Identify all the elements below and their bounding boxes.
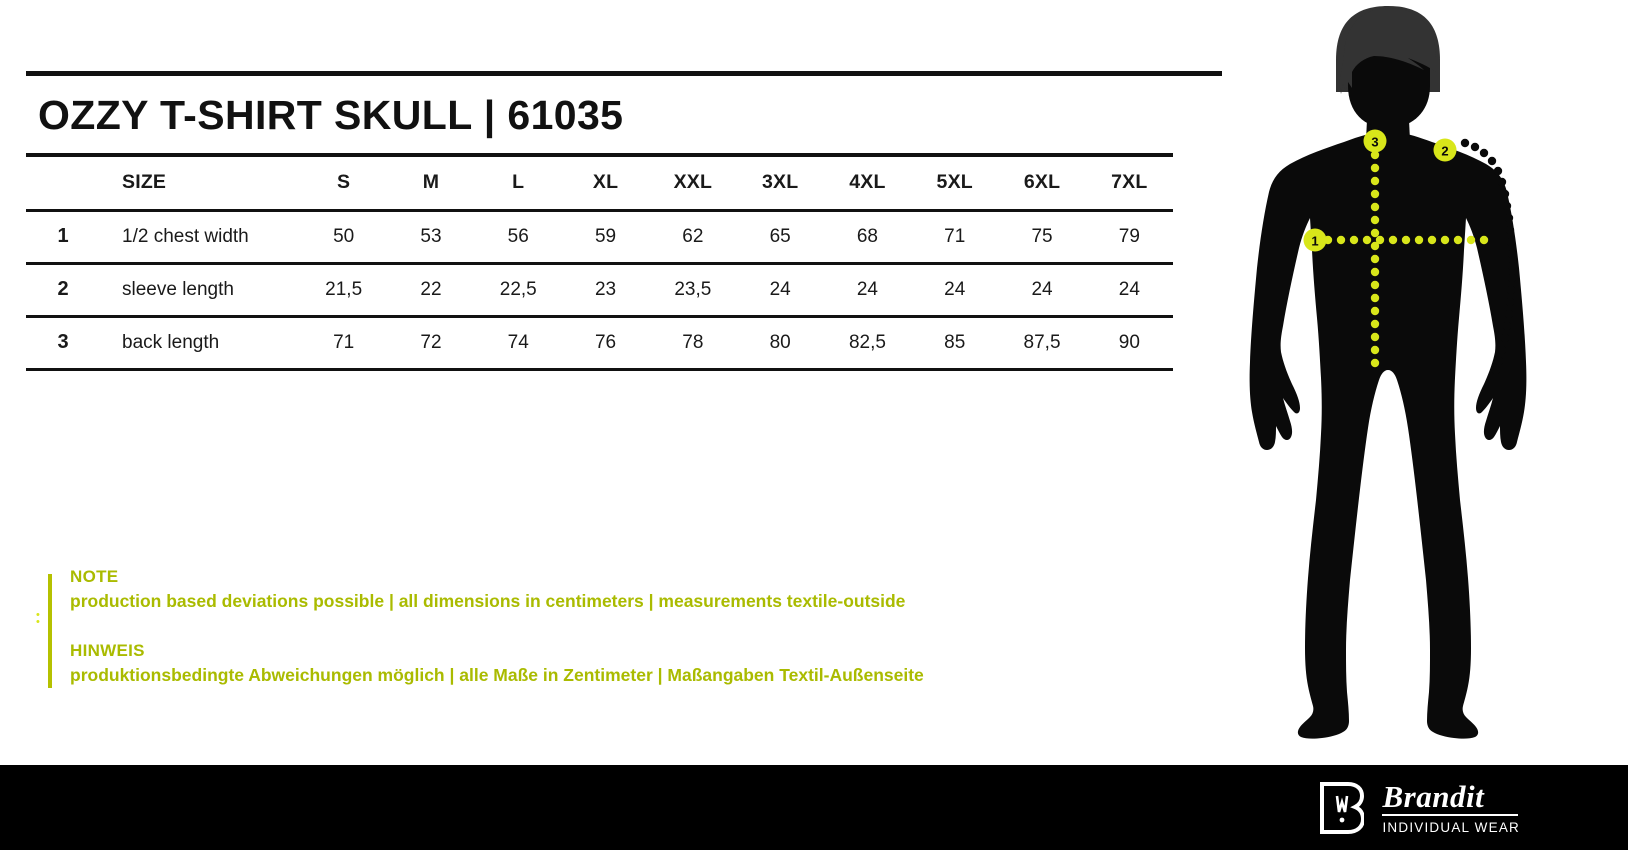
footer-bar: Brandit INDIVIDUAL WEAR <box>0 765 1628 850</box>
size-table-body: 1 1/2 chest width 50 53 56 59 62 65 68 7… <box>26 210 1173 369</box>
cell-5xl: 85 <box>944 331 966 353</box>
header-cell-index <box>26 157 100 210</box>
header-cell-xl: XL <box>592 171 619 194</box>
cell-7xl: 90 <box>1118 331 1140 353</box>
header-cell-7xl: 7XL <box>1111 171 1148 194</box>
measurement-figure: 1 2 3 <box>1240 0 1628 765</box>
cell-6xl: 87,5 <box>1023 331 1061 353</box>
cell-xl: 23 <box>594 278 617 300</box>
header-cell-xxl: XXL <box>673 171 713 194</box>
cell-3xl: 80 <box>769 331 791 353</box>
cell-4xl: 68 <box>856 225 878 247</box>
brand-logo: Brandit INDIVIDUAL WEAR <box>1320 777 1520 839</box>
cell-6xl: 75 <box>1031 225 1053 247</box>
cell-xl: 59 <box>594 225 617 247</box>
brandit-monogram-icon <box>1320 782 1366 834</box>
body-silhouette-shape <box>1249 132 1527 739</box>
page-title: OZZY T-SHIRT SKULL | 61035 <box>38 92 624 138</box>
table-row: 3 back length 71 72 74 76 78 80 82,5 85 … <box>26 316 1173 369</box>
size-table: SIZE S M L XL XXL 3XL 4XL 5XL 6XL 7XL 1 … <box>26 157 1173 371</box>
cell-6xl: 24 <box>1031 278 1053 300</box>
note-text-en: production based deviations possible | a… <box>70 591 906 611</box>
notes-section: • • NOTE production based deviations poss… <box>36 566 1048 688</box>
cell-xl: 76 <box>594 331 617 353</box>
marker-3: 3 <box>1363 129 1387 153</box>
cell-xxl: 78 <box>682 331 704 353</box>
sleeve-length-guide-dots <box>1460 138 1517 375</box>
note-heading-de: HINWEIS <box>70 641 145 660</box>
row-label: sleeve length <box>122 278 234 300</box>
brand-tagline: INDIVIDUAL WEAR <box>1382 820 1520 835</box>
header-cell-6xl: 6XL <box>1023 171 1061 194</box>
size-table-head: SIZE S M L XL XXL 3XL 4XL 5XL 6XL 7XL <box>26 157 1173 210</box>
cell-xxl: 62 <box>682 225 704 247</box>
cell-s: 50 <box>333 225 355 247</box>
cell-l: 56 <box>507 225 529 247</box>
row-label: 1/2 chest width <box>122 225 249 247</box>
cell-5xl: 71 <box>944 225 966 247</box>
row-index: 1 <box>57 225 69 247</box>
cell-xxl: 23,5 <box>674 278 712 300</box>
header-cell-3xl: 3XL <box>761 171 799 194</box>
brand-script-text: Brandit <box>1382 779 1485 814</box>
header-cell-size: SIZE <box>122 171 167 194</box>
cell-3xl: 24 <box>769 278 791 300</box>
cell-s: 21,5 <box>325 278 363 300</box>
header-cell-l: L <box>512 171 525 194</box>
cell-7xl: 24 <box>1118 278 1140 300</box>
note-text-de: produktionsbedingte Abweichungen möglich… <box>70 665 924 685</box>
header-cell-5xl: 5XL <box>936 171 973 194</box>
top-rule <box>26 71 1222 76</box>
notes-accent-bar <box>48 574 52 688</box>
table-header-row: SIZE S M L XL XXL 3XL 4XL 5XL 6XL 7XL <box>26 157 1173 210</box>
cell-m: 22 <box>420 278 442 300</box>
marker-1: 1 <box>1303 228 1327 252</box>
back-length-guide-dots <box>1370 150 1380 368</box>
note-heading-en: NOTE <box>70 567 119 586</box>
brand-wordmark: Brandit INDIVIDUAL WEAR <box>1382 781 1520 835</box>
size-chart-sheet: OZZY T-SHIRT SKULL | 61035 SIZE S M L XL… <box>26 71 1222 688</box>
title-underline-rule <box>26 153 1173 157</box>
marker-2-label: 2 <box>1441 144 1448 159</box>
row-index: 2 <box>57 278 69 300</box>
cell-4xl: 24 <box>856 278 878 300</box>
row-label: back length <box>122 331 220 353</box>
cell-7xl: 79 <box>1118 225 1140 247</box>
cell-m: 53 <box>420 225 442 247</box>
brand-script-underline <box>1382 814 1519 816</box>
cell-3xl: 65 <box>769 225 791 247</box>
table-row: 1 1/2 chest width 50 53 56 59 62 65 68 7… <box>26 210 1173 263</box>
header-cell-m: M <box>422 171 440 194</box>
row-index: 3 <box>57 331 69 353</box>
cell-s: 71 <box>333 331 355 353</box>
cell-l: 74 <box>507 331 529 353</box>
notes-dot-marks: • • <box>36 609 40 628</box>
table-row: 2 sleeve length 21,5 22 22,5 23 23,5 24 … <box>26 263 1173 316</box>
cell-5xl: 24 <box>944 278 966 300</box>
cell-4xl: 82,5 <box>848 331 886 353</box>
cell-l: 22,5 <box>499 278 537 300</box>
marker-2: 2 <box>1433 138 1457 162</box>
header-cell-4xl: 4XL <box>849 171 886 194</box>
marker-3-label: 3 <box>1371 135 1378 150</box>
cell-m: 72 <box>420 331 442 353</box>
hair-fringe-shape <box>1339 8 1436 94</box>
header-cell-s: S <box>337 171 351 194</box>
marker-1-label: 1 <box>1311 234 1318 249</box>
